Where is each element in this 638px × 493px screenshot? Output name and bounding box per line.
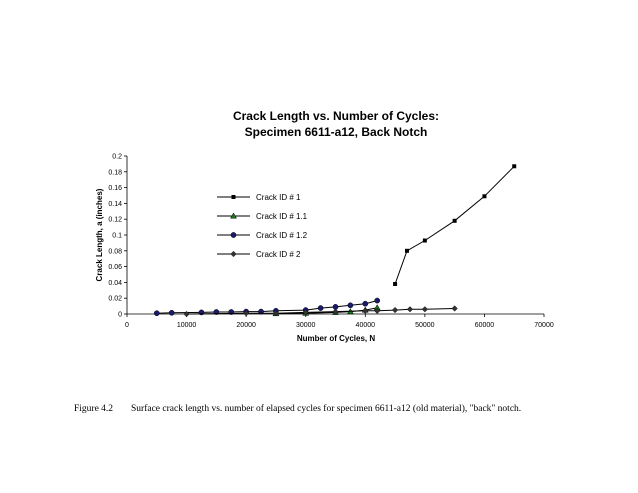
y-tick-label: 0.14 — [108, 201, 122, 208]
data-point — [452, 218, 457, 223]
data-point — [451, 305, 458, 312]
data-point — [183, 310, 190, 318]
x-tick-label: 40000 — [356, 322, 376, 329]
data-point — [482, 194, 487, 199]
data-point — [317, 305, 324, 311]
data-point — [421, 306, 428, 313]
legend-item: Crack ID # 1.2 — [217, 231, 308, 240]
y-tick-label: 0 — [118, 312, 122, 319]
crack-length-chart: Crack Length vs. Number of Cycles: Speci… — [95, 109, 554, 343]
y-tick-label: 0.08 — [108, 248, 122, 255]
legend-label: Crack ID # 1.2 — [256, 231, 308, 240]
data-point — [374, 297, 381, 304]
legend-marker — [230, 232, 237, 238]
series-line — [394, 165, 515, 285]
legend-item: Crack ID # 2 — [217, 250, 301, 259]
data-point — [302, 309, 309, 316]
y-tick-label: 0.2 — [112, 154, 122, 161]
legend-label: Crack ID # 1.1 — [256, 212, 308, 221]
data-point — [243, 310, 250, 317]
data-point — [422, 238, 427, 243]
figure-caption-text: Surface crack length vs. number of elaps… — [131, 404, 522, 414]
y-axis-title: Crack Length, a (inches) — [95, 188, 104, 281]
data-point — [404, 248, 409, 253]
chart-title-line-2: Specimen 6611-a12, Back Notch — [245, 125, 428, 139]
legend-marker — [231, 195, 236, 199]
data-point — [347, 302, 354, 309]
data-point — [362, 300, 369, 307]
x-tick-label: 60000 — [475, 322, 495, 329]
legend-label: Crack ID # 2 — [256, 250, 301, 259]
series-line — [275, 307, 378, 315]
data-point — [272, 310, 280, 317]
y-tick-label: 0.18 — [108, 169, 122, 176]
data-point — [153, 310, 160, 317]
legend-marker — [230, 212, 237, 219]
data-point — [406, 306, 414, 313]
series-4 — [183, 305, 458, 318]
data-point — [362, 307, 369, 314]
x-tick-label: 50000 — [415, 322, 435, 329]
data-point — [391, 306, 399, 314]
x-tick-label: 0 — [125, 322, 129, 329]
data-point — [168, 309, 175, 316]
legend-item: Crack ID # 1.1 — [217, 212, 308, 221]
data-point — [512, 164, 517, 169]
series-1 — [393, 164, 517, 286]
x-tick-label: 10000 — [177, 322, 197, 329]
x-axis-title: Number of Cycles, N — [297, 334, 375, 343]
x-tick-label: 70000 — [534, 322, 554, 329]
legend-label: Crack ID # 1 — [256, 193, 301, 202]
data-point — [374, 307, 381, 314]
y-tick-label: 0.12 — [108, 217, 122, 224]
y-tick-label: 0.06 — [108, 264, 122, 271]
data-point — [332, 308, 339, 315]
legend-item: Crack ID # 1 — [217, 193, 301, 202]
y-tick-label: 0.1 — [112, 233, 122, 240]
y-tick-label: 0.02 — [108, 296, 122, 303]
y-tick-label: 0.04 — [108, 280, 122, 287]
data-point — [393, 281, 398, 286]
legend: Crack ID # 1 Crack ID # 1.1 Crack ID # 1.2… — [217, 193, 308, 259]
x-tick-label: 20000 — [236, 322, 256, 329]
figure-caption-label: Figure 4.2 — [74, 404, 114, 414]
x-tick-label: 30000 — [296, 322, 316, 329]
chart-title-line-1: Crack Length vs. Number of Cycles: — [233, 109, 439, 123]
legend-marker — [230, 250, 237, 258]
y-tick-label: 0.16 — [108, 185, 122, 192]
